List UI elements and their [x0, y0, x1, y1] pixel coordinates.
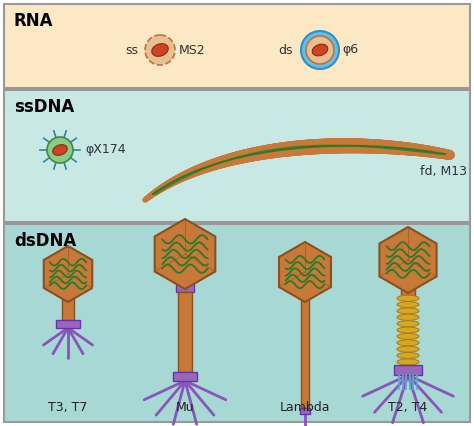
Ellipse shape — [397, 308, 419, 314]
Bar — [4, 224, 470, 422]
Ellipse shape — [312, 44, 328, 56]
Ellipse shape — [397, 346, 419, 352]
Text: ss: ss — [125, 43, 138, 57]
Ellipse shape — [397, 359, 419, 365]
Bar — [401, 288, 415, 295]
Text: Mu: Mu — [176, 401, 194, 414]
Text: ds: ds — [279, 43, 293, 57]
Text: Lambda: Lambda — [280, 401, 330, 414]
Ellipse shape — [397, 302, 419, 308]
Bar — [4, 90, 470, 222]
Ellipse shape — [53, 145, 67, 155]
Bar — [178, 292, 192, 372]
Text: MS2: MS2 — [179, 43, 206, 57]
Text: T2, T4: T2, T4 — [388, 401, 428, 414]
Bar — [394, 365, 422, 375]
Circle shape — [306, 36, 334, 64]
Text: RNA: RNA — [14, 12, 54, 30]
Polygon shape — [379, 227, 437, 293]
Text: φ6: φ6 — [342, 43, 358, 57]
Text: T3, T7: T3, T7 — [48, 401, 88, 414]
Ellipse shape — [397, 334, 419, 340]
Ellipse shape — [397, 321, 419, 327]
Text: ssDNA: ssDNA — [14, 98, 74, 116]
Bar — [56, 320, 80, 328]
Text: fd, M13: fd, M13 — [420, 165, 467, 178]
Circle shape — [301, 31, 339, 69]
Bar — [300, 408, 310, 414]
Ellipse shape — [397, 327, 419, 333]
Ellipse shape — [397, 340, 419, 346]
Polygon shape — [155, 219, 215, 289]
Bar — [301, 297, 309, 408]
Bar — [4, 4, 470, 88]
Bar — [176, 284, 194, 292]
Ellipse shape — [152, 43, 168, 56]
Ellipse shape — [397, 352, 419, 359]
Polygon shape — [279, 242, 331, 302]
Text: φX174: φX174 — [85, 144, 126, 156]
Bar — [173, 372, 197, 381]
Circle shape — [47, 137, 73, 163]
Bar — [62, 298, 74, 320]
Circle shape — [145, 35, 175, 65]
Text: dsDNA: dsDNA — [14, 232, 76, 250]
Ellipse shape — [397, 295, 419, 301]
Ellipse shape — [397, 314, 419, 320]
Polygon shape — [44, 246, 92, 302]
